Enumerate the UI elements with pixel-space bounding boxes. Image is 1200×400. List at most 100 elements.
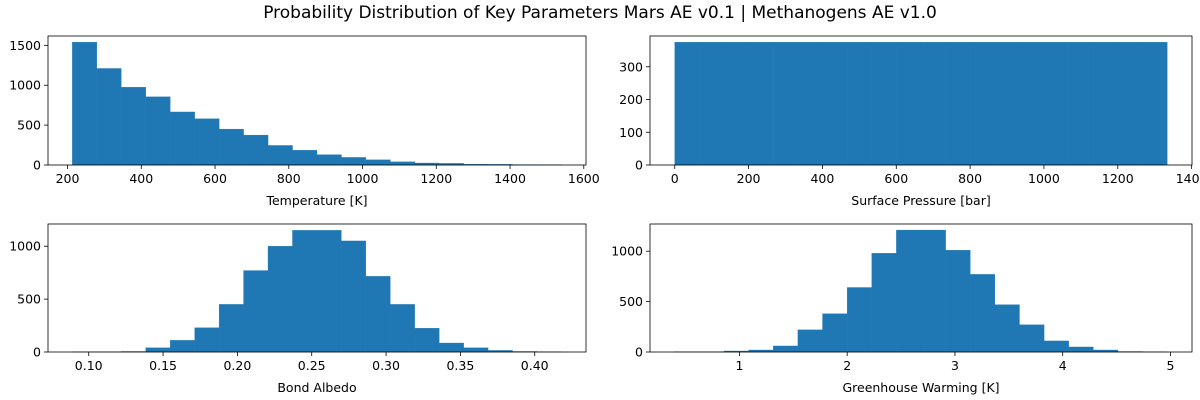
histogram-bar — [1019, 324, 1045, 353]
histogram-bar — [194, 327, 220, 353]
histogram-bar — [723, 42, 749, 166]
x-tick-label: 2 — [843, 358, 851, 373]
histogram-bar — [1117, 42, 1143, 166]
x-tick-label: 1600 — [568, 171, 600, 186]
histogram-bar — [390, 161, 416, 166]
x-tick-label: 4 — [1059, 358, 1067, 373]
x-tick-label: 0.40 — [521, 358, 549, 373]
histogram-bar — [218, 304, 244, 353]
histogram-bar — [920, 42, 946, 166]
histogram-bar — [292, 230, 318, 353]
figure-title: Probability Distribution of Key Paramete… — [263, 3, 937, 23]
histogram-bar — [846, 287, 872, 353]
x-tick-label: 1200 — [420, 171, 452, 186]
x-axis-label: Temperature [K] — [265, 193, 367, 208]
subplot: 1 2 3 4 5 0 500 1000 Greenhouse Warming [K] — [611, 223, 1193, 395]
x-tick-label: 1000 — [1028, 171, 1060, 186]
axes-frame — [47, 223, 587, 353]
histogram-bar — [341, 240, 366, 353]
axes-frame — [649, 223, 1193, 353]
histogram-bar — [463, 347, 489, 353]
y-tick-label: 300 — [619, 59, 643, 74]
axes-frame — [649, 35, 1193, 166]
histogram-bar — [170, 340, 195, 353]
x-tick-label: 0.25 — [298, 358, 326, 373]
histogram-bar — [316, 154, 342, 166]
histogram-bar — [699, 42, 725, 166]
y-tick-label: 500 — [619, 294, 643, 309]
histogram-bar — [194, 118, 220, 166]
histogram-bar — [970, 42, 996, 166]
histogram-bar — [170, 111, 195, 166]
histogram-bar — [748, 42, 774, 166]
x-tick-label: 800 — [277, 171, 301, 186]
x-tick-label: 600 — [203, 171, 227, 186]
x-tick-label: 3 — [951, 358, 959, 373]
x-tick-label: 1 — [735, 358, 743, 373]
y-tick-label: 1000 — [9, 78, 41, 93]
histogram-bar — [1142, 42, 1168, 166]
histogram-bar — [970, 274, 996, 353]
x-tick-label: 0.10 — [75, 358, 103, 373]
y-tick-label: 0 — [635, 158, 643, 173]
x-tick-label: 600 — [884, 171, 908, 186]
histogram-bar — [945, 250, 971, 353]
x-tick-label: 0.15 — [149, 358, 177, 373]
x-tick-label: 1200 — [1102, 171, 1134, 186]
histogram-bar — [896, 229, 922, 353]
y-tick-label: 0 — [33, 158, 41, 173]
x-tick-label: 400 — [129, 171, 153, 186]
x-tick-label: 0.35 — [446, 358, 474, 373]
histogram-bar — [145, 347, 171, 353]
histogram-bar — [121, 87, 146, 166]
histogram-bar — [994, 42, 1020, 166]
subplot: 0.10 0.15 0.20 0.25 0.30 0.35 0.40 0 500 1000 Bond… — [9, 223, 587, 395]
histogram-bar — [846, 42, 872, 166]
histogram-bar — [896, 42, 922, 166]
histogram-bar — [292, 150, 318, 166]
histogram-bar — [773, 345, 799, 353]
x-axis-label: Surface Pressure [bar] — [851, 193, 990, 208]
y-tick-label: 1000 — [9, 239, 41, 254]
histogram-bar — [439, 342, 464, 353]
histogram-bar — [414, 328, 440, 353]
histogram-bar — [316, 230, 342, 353]
histogram-bar — [145, 96, 171, 166]
x-tick-label: 1000 — [347, 171, 379, 186]
x-tick-label: 200 — [56, 171, 80, 186]
histogram-bar — [871, 42, 897, 166]
histogram-bar — [1068, 42, 1094, 166]
histogram-bar — [871, 253, 897, 353]
x-tick-label: 1400 — [1176, 171, 1200, 186]
histogram-bar — [797, 42, 823, 166]
subplot: 0 200 400 600 800 1000 1200 1400 0 100 200 300 Surfa… — [619, 35, 1200, 208]
histogram-bar — [1093, 42, 1119, 166]
x-axis-label: Bond Albedo — [277, 380, 356, 395]
histogram-bar — [341, 157, 367, 166]
x-tick-label: 0.30 — [372, 358, 400, 373]
histogram-bar — [243, 134, 269, 166]
y-tick-label: 500 — [17, 118, 41, 133]
y-tick-label: 1500 — [9, 38, 41, 53]
y-tick-label: 200 — [619, 92, 643, 107]
y-tick-label: 500 — [17, 292, 41, 307]
y-tick-label: 1000 — [611, 244, 643, 259]
x-tick-label: 0 — [671, 171, 679, 186]
x-tick-label: 1400 — [494, 171, 526, 186]
histogram-bar — [267, 145, 293, 166]
histogram-bar — [945, 42, 971, 166]
histogram-bar — [1043, 340, 1069, 353]
histogram-bar — [365, 276, 391, 353]
histogram-bar — [218, 128, 244, 166]
histogram-bar — [365, 159, 391, 166]
histogram-bar — [390, 304, 415, 353]
histogram-bar — [1068, 346, 1094, 353]
subplot: 200 400 600 800 1000 1200 1400 1600 0 500 1000 1500… — [9, 35, 600, 208]
histogram-bar — [920, 229, 946, 353]
histogram-bar — [1019, 42, 1045, 166]
x-tick-label: 200 — [737, 171, 761, 186]
histogram-bar — [797, 329, 823, 353]
histogram-bar — [822, 313, 848, 353]
x-tick-label: 400 — [810, 171, 834, 186]
